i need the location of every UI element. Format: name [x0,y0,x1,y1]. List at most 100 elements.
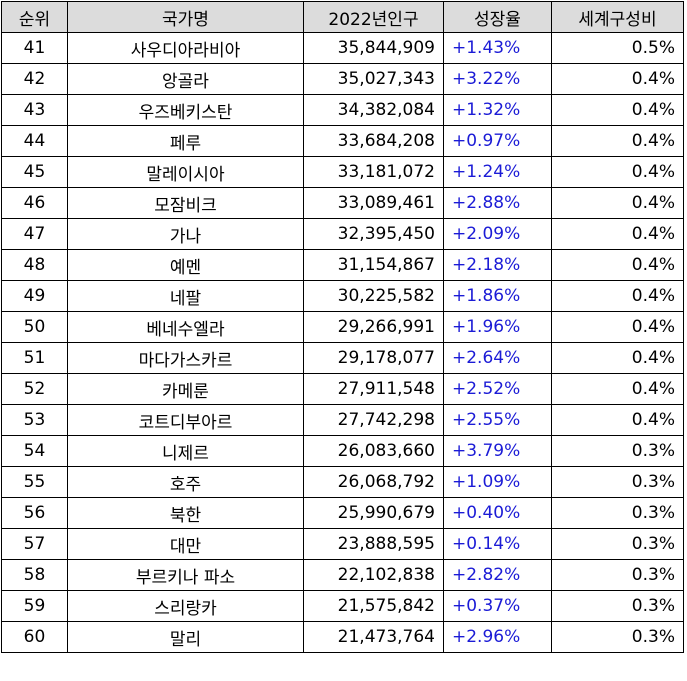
share-cell: 0.4% [551,373,684,405]
country-cell: 모잠비크 [67,187,304,219]
table-row: 41 사우디아라비아 35,844,909 +1.43% 0.5% [1,32,684,64]
population-cell: 21,473,764 [303,621,444,653]
rank-cell: 50 [1,311,68,343]
share-cell: 0.4% [551,249,684,281]
population-cell: 23,888,595 [303,528,444,560]
country-cell: 우즈베키스탄 [67,94,304,126]
share-cell: 0.4% [551,342,684,374]
growth-cell: +2.88% [443,187,552,219]
rank-cell: 59 [1,590,68,622]
growth-cell: +1.96% [443,311,552,343]
country-cell: 북한 [67,497,304,529]
growth-cell: +2.96% [443,621,552,653]
growth-cell: +2.52% [443,373,552,405]
rank-cell: 57 [1,528,68,560]
country-cell: 말레이시아 [67,156,304,188]
rank-cell: 54 [1,435,68,467]
population-cell: 27,911,548 [303,373,444,405]
share-cell: 0.3% [551,435,684,467]
country-cell: 마다가스카르 [67,342,304,374]
rank-cell: 58 [1,559,68,591]
rank-cell: 42 [1,63,68,95]
table-row: 48 예멘 31,154,867 +2.18% 0.4% [1,249,684,281]
table-body: 41 사우디아라비아 35,844,909 +1.43% 0.5% 42 앙골라 35,027… [1,32,684,653]
share-cell: 0.3% [551,621,684,653]
rank-cell: 49 [1,280,68,312]
share-cell: 0.4% [551,94,684,126]
share-cell: 0.4% [551,125,684,157]
population-table: 순위 국가명 2022년인구 성장율 세계구성비 41 사우디아라비아 35,844… [1,1,684,653]
table-row: 57 대만 23,888,595 +0.14% 0.3% [1,528,684,560]
population-cell: 35,844,909 [303,32,444,64]
table-row: 54 니제르 26,083,660 +3.79% 0.3% [1,435,684,467]
table-row: 58 부르키나 파소 22,102,838 +2.82% 0.3% [1,559,684,591]
growth-cell: +3.22% [443,63,552,95]
rank-cell: 41 [1,32,68,64]
rank-cell: 48 [1,249,68,281]
table-row: 51 마다가스카르 29,178,077 +2.64% 0.4% [1,342,684,374]
header-share: 세계구성비 [551,1,684,33]
table-row: 43 우즈베키스탄 34,382,084 +1.32% 0.4% [1,94,684,126]
growth-cell: +0.14% [443,528,552,560]
share-cell: 0.4% [551,404,684,436]
table-row: 53 코트디부아르 27,742,298 +2.55% 0.4% [1,404,684,436]
growth-cell: +2.64% [443,342,552,374]
growth-cell: +2.18% [443,249,552,281]
rank-cell: 43 [1,94,68,126]
population-cell: 26,068,792 [303,466,444,498]
rank-cell: 60 [1,621,68,653]
share-cell: 0.4% [551,311,684,343]
population-cell: 33,684,208 [303,125,444,157]
growth-cell: +1.24% [443,156,552,188]
rank-cell: 45 [1,156,68,188]
growth-cell: +0.97% [443,125,552,157]
population-cell: 33,181,072 [303,156,444,188]
country-cell: 스리랑카 [67,590,304,622]
growth-cell: +2.09% [443,218,552,250]
country-cell: 니제르 [67,435,304,467]
growth-cell: +2.82% [443,559,552,591]
population-cell: 21,575,842 [303,590,444,622]
table-row: 44 페루 33,684,208 +0.97% 0.4% [1,125,684,157]
table-row: 46 모잠비크 33,089,461 +2.88% 0.4% [1,187,684,219]
growth-cell: +1.32% [443,94,552,126]
country-cell: 호주 [67,466,304,498]
population-cell: 26,083,660 [303,435,444,467]
country-cell: 페루 [67,125,304,157]
growth-cell: +2.55% [443,404,552,436]
population-cell: 27,742,298 [303,404,444,436]
population-cell: 25,990,679 [303,497,444,529]
growth-cell: +1.86% [443,280,552,312]
growth-cell: +1.09% [443,466,552,498]
country-cell: 사우디아라비아 [67,32,304,64]
country-cell: 대만 [67,528,304,560]
country-cell: 코트디부아르 [67,404,304,436]
country-cell: 가나 [67,218,304,250]
table-row: 52 카메룬 27,911,548 +2.52% 0.4% [1,373,684,405]
share-cell: 0.4% [551,218,684,250]
country-cell: 카메룬 [67,373,304,405]
table-row: 49 네팔 30,225,582 +1.86% 0.4% [1,280,684,312]
rank-cell: 52 [1,373,68,405]
share-cell: 0.3% [551,466,684,498]
table-row: 45 말레이시아 33,181,072 +1.24% 0.4% [1,156,684,188]
rank-cell: 47 [1,218,68,250]
growth-cell: +3.79% [443,435,552,467]
share-cell: 0.4% [551,280,684,312]
table-row: 56 북한 25,990,679 +0.40% 0.3% [1,497,684,529]
header-row: 순위 국가명 2022년인구 성장율 세계구성비 [1,1,684,33]
table-row: 50 베네수엘라 29,266,991 +1.96% 0.4% [1,311,684,343]
header-rank: 순위 [1,1,68,33]
country-cell: 앙골라 [67,63,304,95]
table-row: 59 스리랑카 21,575,842 +0.37% 0.3% [1,590,684,622]
rank-cell: 56 [1,497,68,529]
growth-cell: +1.43% [443,32,552,64]
rank-cell: 46 [1,187,68,219]
country-cell: 베네수엘라 [67,311,304,343]
growth-cell: +0.40% [443,497,552,529]
population-cell: 29,266,991 [303,311,444,343]
table-row: 47 가나 32,395,450 +2.09% 0.4% [1,218,684,250]
population-cell: 32,395,450 [303,218,444,250]
population-cell: 33,089,461 [303,187,444,219]
country-cell: 부르키나 파소 [67,559,304,591]
